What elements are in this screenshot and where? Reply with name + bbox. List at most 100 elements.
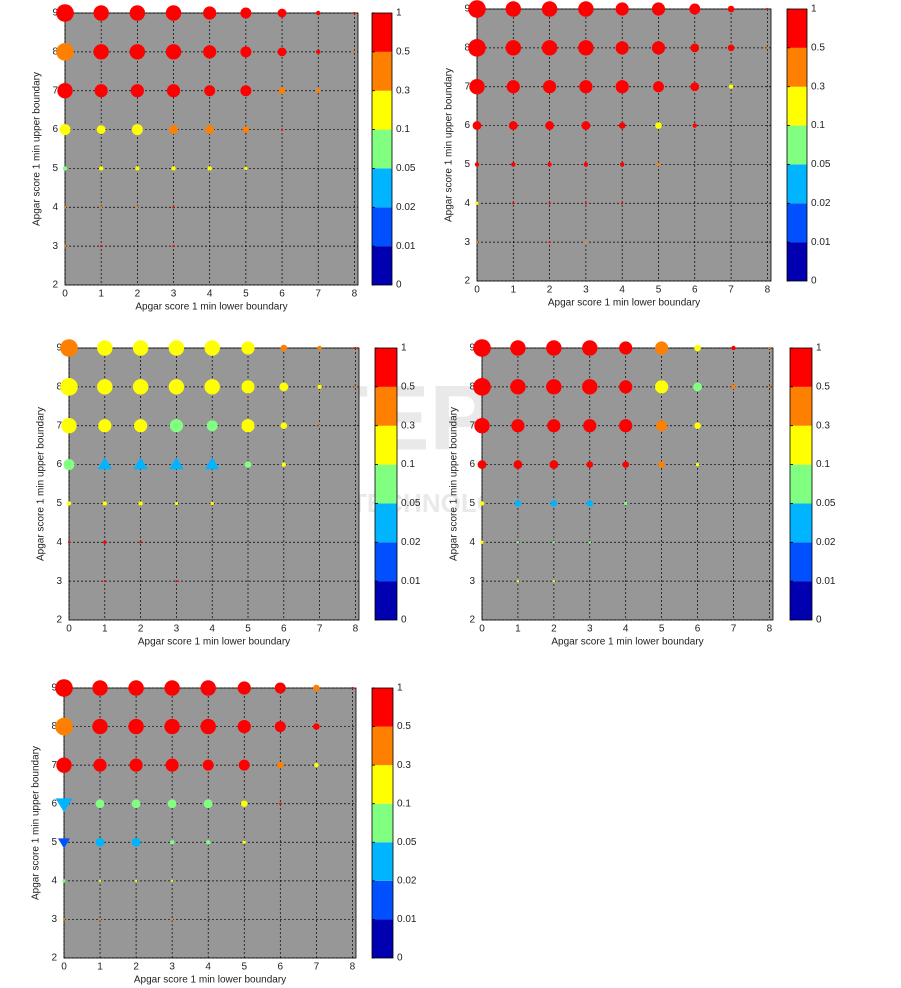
data-point xyxy=(133,457,148,470)
data-point xyxy=(469,79,485,95)
data-point xyxy=(505,40,521,56)
x-tick-label: 3 xyxy=(583,285,589,296)
data-point xyxy=(241,419,255,433)
data-point xyxy=(205,125,215,134)
colorbar-band xyxy=(790,464,812,504)
data-point xyxy=(475,241,479,244)
data-point xyxy=(619,380,633,394)
colorbar-band xyxy=(372,51,392,91)
x-tick-label: 1 xyxy=(98,289,104,300)
y-tick-label: 9 xyxy=(51,683,57,694)
data-point xyxy=(584,241,587,244)
data-point xyxy=(274,721,286,733)
colorbar-frame xyxy=(371,687,394,959)
colorbar-frame xyxy=(371,12,393,286)
data-point xyxy=(655,380,669,394)
data-point xyxy=(169,125,178,134)
data-point xyxy=(131,837,141,847)
colorbar-tick-label: 0.1 xyxy=(397,798,411,809)
colorbar-tick-label: 0.02 xyxy=(816,537,836,548)
colorbar-band xyxy=(790,542,812,582)
data-point xyxy=(204,85,216,97)
x-axis-label: Apgar score 1 min lower boundary xyxy=(551,637,703,648)
data-point xyxy=(692,123,697,128)
colorbar-band xyxy=(787,203,807,243)
data-point xyxy=(175,580,178,583)
x-tick-label: 5 xyxy=(656,285,662,296)
data-point xyxy=(62,879,66,883)
data-point xyxy=(274,682,286,694)
data-point xyxy=(583,162,589,167)
data-point xyxy=(168,379,185,395)
data-point xyxy=(56,757,72,773)
y-tick-label: 5 xyxy=(469,498,475,509)
data-point xyxy=(59,124,71,136)
x-axis-label: Apgar score 1 min lower boundary xyxy=(134,975,286,986)
data-point xyxy=(511,162,516,167)
data-point xyxy=(238,759,250,771)
y-tick-label: 2 xyxy=(52,280,58,291)
data-point xyxy=(168,340,185,356)
y-tick-label: 5 xyxy=(51,837,57,848)
data-point xyxy=(542,80,557,94)
data-point xyxy=(240,85,252,97)
data-point xyxy=(508,121,518,130)
x-tick-label: 8 xyxy=(352,289,358,300)
colorbar-tick-label: 0.05 xyxy=(401,498,421,509)
colorbar-tick-label: 0.02 xyxy=(811,198,831,209)
colorbar-band xyxy=(372,803,393,843)
y-tick-label: 6 xyxy=(51,798,57,809)
colorbar-tick-label: 0 xyxy=(401,615,407,626)
colorbar-band xyxy=(372,246,392,285)
data-point xyxy=(693,382,702,392)
data-point xyxy=(658,461,665,468)
colorbar-tick-label: 0.5 xyxy=(397,721,411,732)
data-point xyxy=(172,245,175,248)
data-point xyxy=(205,840,211,845)
colorbar-tick-label: 0.01 xyxy=(401,576,421,587)
data-point xyxy=(615,2,629,16)
colorbar-frame xyxy=(789,347,813,621)
data-point xyxy=(131,799,141,809)
y-axis-label: Apgar score 1 min upper boundary xyxy=(31,746,42,900)
data-point xyxy=(67,541,71,544)
y-tick-label: 3 xyxy=(52,241,58,252)
data-point xyxy=(204,379,220,395)
data-point xyxy=(102,501,108,506)
colorbar-tick-label: 1 xyxy=(397,683,403,694)
data-point xyxy=(655,122,662,129)
colorbar-band xyxy=(790,425,812,465)
colorbar-tick-label: 0.3 xyxy=(816,420,830,431)
data-point xyxy=(97,379,113,395)
data-point xyxy=(468,39,486,57)
x-tick-label: 4 xyxy=(207,289,213,300)
data-point xyxy=(480,540,484,544)
data-point xyxy=(550,500,558,507)
y-axis-label: Apgar score 1 min upper boundary xyxy=(36,407,47,561)
data-point xyxy=(138,501,143,506)
data-point xyxy=(94,84,108,98)
data-point xyxy=(727,44,735,52)
x-tick-label: 2 xyxy=(133,962,139,973)
y-tick-label: 2 xyxy=(51,953,57,964)
data-point xyxy=(132,379,149,395)
colorbar-tick-label: 0.05 xyxy=(811,159,831,170)
x-tick-label: 8 xyxy=(350,962,356,973)
x-tick-label: 1 xyxy=(511,285,517,296)
data-point xyxy=(547,162,552,167)
x-tick-label: 2 xyxy=(547,285,553,296)
x-tick-label: 0 xyxy=(61,962,67,973)
x-tick-label: 6 xyxy=(692,285,698,296)
data-point xyxy=(615,80,629,94)
data-point xyxy=(689,3,701,15)
colorbar-tick-label: 0.05 xyxy=(397,837,417,848)
data-point xyxy=(237,719,251,734)
data-point xyxy=(129,44,146,60)
colorbar-tick-label: 0.3 xyxy=(397,760,411,771)
colorbar-tick-label: 0.05 xyxy=(396,163,416,174)
x-tick-label: 0 xyxy=(66,624,72,635)
data-point xyxy=(279,382,289,392)
data-point xyxy=(210,501,214,506)
data-point xyxy=(728,84,734,89)
